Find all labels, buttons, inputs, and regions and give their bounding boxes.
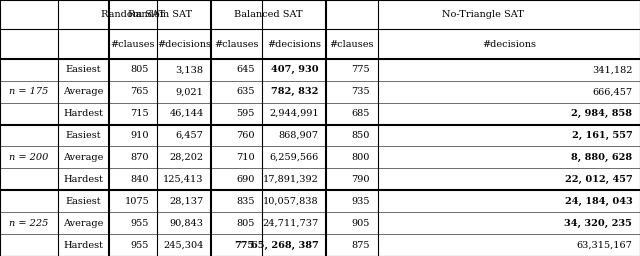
Text: 28,202: 28,202 bbox=[170, 153, 204, 162]
Text: 850: 850 bbox=[351, 131, 370, 140]
Text: #decisions: #decisions bbox=[268, 40, 321, 49]
Text: Average: Average bbox=[63, 219, 104, 228]
Text: 835: 835 bbox=[236, 197, 255, 206]
Text: Hardest: Hardest bbox=[63, 109, 103, 118]
Text: 775: 775 bbox=[234, 241, 255, 250]
Text: 955: 955 bbox=[131, 241, 149, 250]
Text: 46,144: 46,144 bbox=[169, 109, 204, 118]
Text: 790: 790 bbox=[351, 175, 370, 184]
Text: 685: 685 bbox=[351, 109, 370, 118]
Text: Easiest: Easiest bbox=[65, 131, 101, 140]
Text: 8, 880, 628: 8, 880, 628 bbox=[571, 153, 632, 162]
Text: 24, 184, 043: 24, 184, 043 bbox=[564, 197, 632, 206]
Text: Random SAT: Random SAT bbox=[100, 10, 165, 19]
Text: 17,891,392: 17,891,392 bbox=[263, 175, 319, 184]
Text: 870: 870 bbox=[131, 153, 149, 162]
Text: 760: 760 bbox=[236, 131, 255, 140]
Text: #clauses: #clauses bbox=[214, 40, 259, 49]
Text: #decisions: #decisions bbox=[157, 40, 211, 49]
Text: Easiest: Easiest bbox=[65, 197, 101, 206]
Text: 840: 840 bbox=[131, 175, 149, 184]
Text: 782, 832: 782, 832 bbox=[271, 87, 319, 96]
Text: Easiest: Easiest bbox=[65, 65, 101, 74]
Text: 2, 984, 858: 2, 984, 858 bbox=[572, 109, 632, 118]
Text: 735: 735 bbox=[351, 87, 370, 96]
Text: #clauses: #clauses bbox=[111, 40, 155, 49]
Text: Hardest: Hardest bbox=[63, 175, 103, 184]
Text: 10,057,838: 10,057,838 bbox=[263, 197, 319, 206]
Text: 955: 955 bbox=[131, 219, 149, 228]
Text: 65, 268, 387: 65, 268, 387 bbox=[251, 241, 319, 250]
Text: #decisions: #decisions bbox=[482, 40, 536, 49]
Text: 28,137: 28,137 bbox=[169, 197, 204, 206]
Text: 868,907: 868,907 bbox=[279, 131, 319, 140]
Text: 245,304: 245,304 bbox=[163, 241, 204, 250]
Text: 24,711,737: 24,711,737 bbox=[262, 219, 319, 228]
Text: Random SAT: Random SAT bbox=[128, 10, 192, 19]
Text: 805: 805 bbox=[236, 219, 255, 228]
Text: Hardest: Hardest bbox=[63, 241, 103, 250]
Text: 775: 775 bbox=[351, 65, 370, 74]
Text: Balanced SAT: Balanced SAT bbox=[234, 10, 303, 19]
Text: 805: 805 bbox=[131, 65, 149, 74]
Text: 6,457: 6,457 bbox=[175, 131, 204, 140]
Text: 910: 910 bbox=[131, 131, 149, 140]
Text: 9,021: 9,021 bbox=[175, 87, 204, 96]
Text: 765: 765 bbox=[131, 87, 149, 96]
Text: 935: 935 bbox=[351, 197, 370, 206]
Text: 22, 012, 457: 22, 012, 457 bbox=[564, 175, 632, 184]
Text: Average: Average bbox=[63, 87, 104, 96]
Text: 710: 710 bbox=[236, 153, 255, 162]
Text: 3,138: 3,138 bbox=[175, 65, 204, 74]
Text: #clauses: #clauses bbox=[330, 40, 374, 49]
Text: 90,843: 90,843 bbox=[170, 219, 204, 228]
Text: 645: 645 bbox=[236, 65, 255, 74]
Text: 715: 715 bbox=[131, 109, 149, 118]
Text: Average: Average bbox=[63, 153, 104, 162]
Text: 2, 161, 557: 2, 161, 557 bbox=[572, 131, 632, 140]
Text: 690: 690 bbox=[236, 175, 255, 184]
Text: 125,413: 125,413 bbox=[163, 175, 204, 184]
Text: n = 175: n = 175 bbox=[9, 87, 49, 96]
Text: 34, 320, 235: 34, 320, 235 bbox=[564, 219, 632, 228]
Text: n = 225: n = 225 bbox=[9, 219, 49, 228]
Text: 2,944,991: 2,944,991 bbox=[269, 109, 319, 118]
Text: 407, 930: 407, 930 bbox=[271, 65, 319, 74]
Text: n = 200: n = 200 bbox=[9, 153, 49, 162]
Text: 875: 875 bbox=[351, 241, 370, 250]
Text: No-Triangle SAT: No-Triangle SAT bbox=[442, 10, 524, 19]
Text: 666,457: 666,457 bbox=[592, 87, 632, 96]
Text: 800: 800 bbox=[351, 153, 370, 162]
Text: 635: 635 bbox=[236, 87, 255, 96]
Text: 595: 595 bbox=[236, 109, 255, 118]
Text: 63,315,167: 63,315,167 bbox=[577, 241, 632, 250]
Text: 1075: 1075 bbox=[124, 197, 149, 206]
Text: 905: 905 bbox=[351, 219, 370, 228]
Text: 341,182: 341,182 bbox=[592, 65, 632, 74]
Text: 6,259,566: 6,259,566 bbox=[269, 153, 319, 162]
